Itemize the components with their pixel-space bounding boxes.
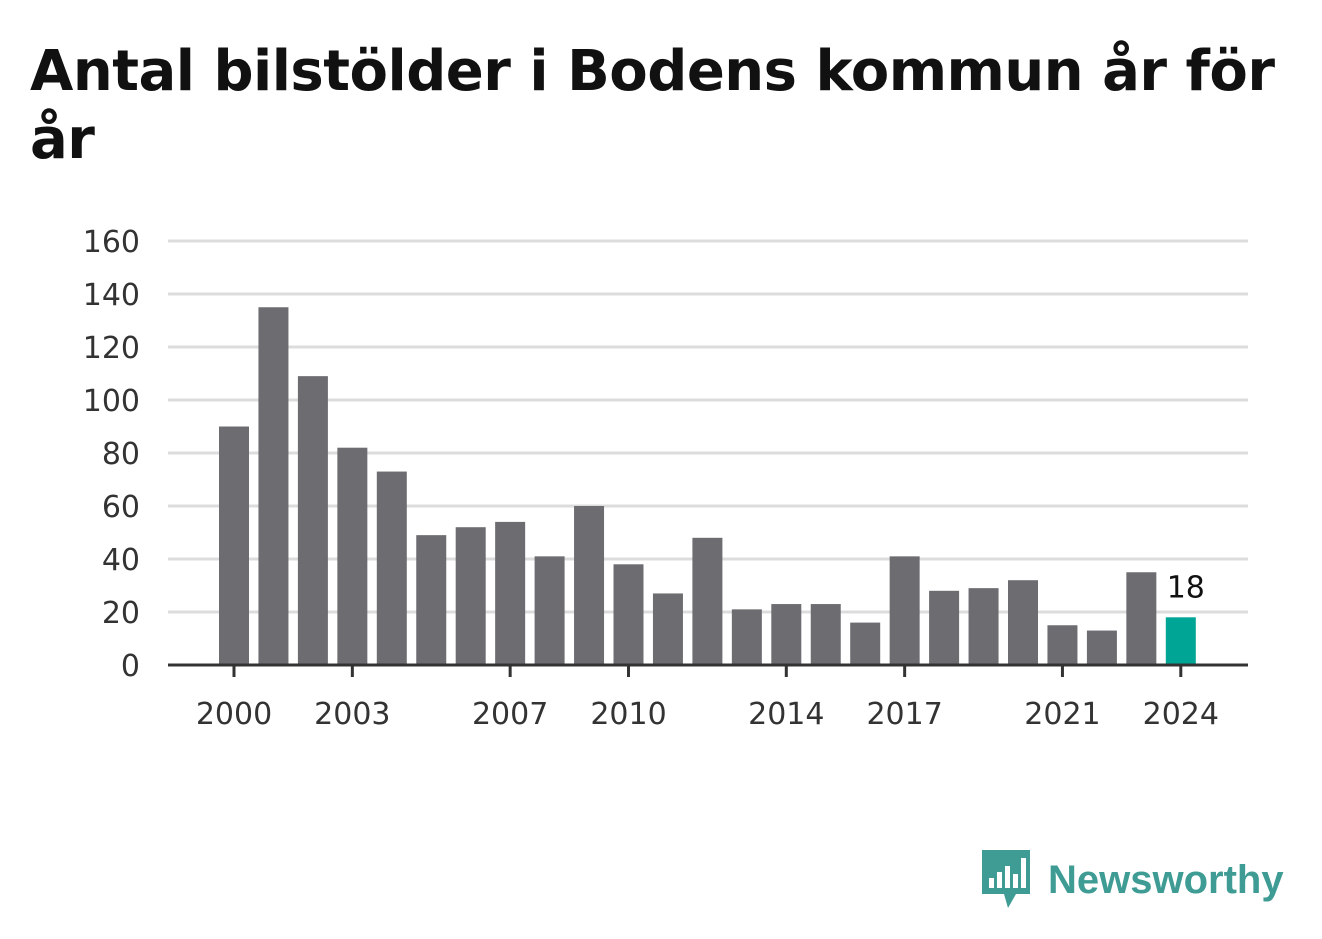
x-tick-label: 2003 <box>314 697 390 732</box>
bar-2022 <box>1086 630 1117 665</box>
bar-2017 <box>889 556 920 665</box>
bar-2004 <box>376 471 407 665</box>
y-tick-label: 0 <box>121 649 140 684</box>
bar-2001 <box>258 307 289 665</box>
x-tick-label: 2010 <box>590 697 666 732</box>
bar-2011 <box>652 593 683 665</box>
x-tick-label: 2024 <box>1143 697 1219 732</box>
bar-2024 <box>1165 617 1196 665</box>
bar-2018 <box>929 590 960 665</box>
bar-2014 <box>771 604 802 665</box>
x-tick-label: 2014 <box>748 697 824 732</box>
y-tick-label: 160 <box>83 225 140 260</box>
x-tick-label: 2021 <box>1024 697 1100 732</box>
x-tick-label: 2007 <box>472 697 548 732</box>
bar-2020 <box>1008 580 1038 665</box>
bar-2000 <box>219 426 249 665</box>
y-tick-label: 60 <box>102 490 140 525</box>
bar-2019 <box>968 588 999 665</box>
bar-2007 <box>495 521 526 665</box>
x-tick-label: 2017 <box>866 697 942 732</box>
y-tick-label: 20 <box>102 596 140 631</box>
bar-2006 <box>455 527 486 665</box>
y-tick-label: 120 <box>83 331 140 366</box>
bar-2012 <box>692 537 723 665</box>
bar-2005 <box>416 535 447 665</box>
bar-2013 <box>731 609 762 665</box>
bar-2021 <box>1047 625 1078 665</box>
y-tick-label: 40 <box>102 543 140 578</box>
bar-2002 <box>297 376 328 665</box>
y-tick-label: 140 <box>83 278 140 313</box>
bar-2010 <box>613 564 644 665</box>
bar-2023 <box>1126 572 1157 665</box>
y-tick-label: 100 <box>83 384 140 419</box>
brand-logo: Newsworthy <box>982 850 1284 910</box>
x-tick-label: 2000 <box>196 697 272 732</box>
bar-2009 <box>574 506 605 665</box>
bar-2016 <box>850 622 881 665</box>
bar-2015 <box>810 604 841 665</box>
chart-title: Antal bilstölder i Bodens kommun år för … <box>30 39 1275 172</box>
bar-2008 <box>534 556 565 665</box>
brand-name: Newsworthy <box>1048 858 1284 902</box>
y-tick-label: 80 <box>102 437 140 472</box>
bar-value-label: 18 <box>1167 570 1205 605</box>
bar-2003 <box>337 447 368 665</box>
newsworthy-logo-icon <box>982 850 1030 908</box>
